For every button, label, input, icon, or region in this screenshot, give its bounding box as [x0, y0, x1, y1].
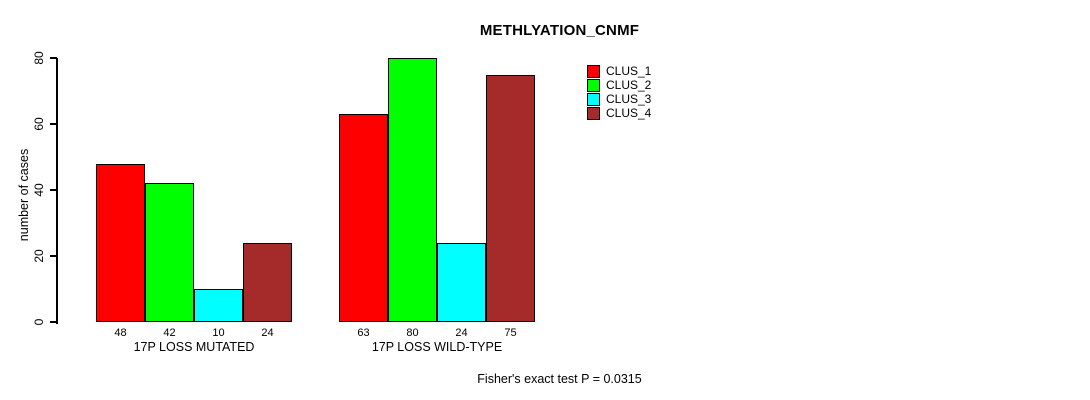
- group-label: 17P LOSS MUTATED: [133, 340, 255, 354]
- legend-swatch-clus2: [587, 78, 600, 92]
- legend-swatch-clus4: [587, 106, 600, 120]
- legend-item-clus2: CLUS_2: [587, 78, 652, 92]
- legend-label-clus2: CLUS_2: [606, 78, 652, 92]
- group-label: 17P LOSS WILD-TYPE: [371, 340, 503, 354]
- bar-group2-clus_3: [437, 242, 486, 322]
- stat-test-annotation: Fisher's exact test P = 0.0315: [477, 372, 642, 386]
- legend-swatch-clus3: [587, 92, 600, 106]
- bar-group2-clus_2: [388, 58, 437, 322]
- bar-value-label: 80: [406, 327, 419, 339]
- y-axis-tick: [50, 57, 57, 59]
- y-axis-tick: [50, 123, 57, 125]
- bar-group2-clus_1: [339, 114, 388, 322]
- legend-label-clus4: CLUS_4: [606, 106, 652, 120]
- legend-label-clus1: CLUS_1: [606, 64, 652, 78]
- y-axis-tick-label: 0: [32, 318, 46, 326]
- legend-item-clus3: CLUS_3: [587, 92, 652, 106]
- bar-group1-clus_4: [243, 242, 292, 322]
- legend-label-clus3: CLUS_3: [606, 92, 652, 106]
- y-axis-tick-label: 60: [32, 117, 46, 131]
- legend-swatch-clus1: [587, 64, 600, 78]
- y-axis-tick: [50, 189, 57, 191]
- y-axis-tick-label: 80: [32, 51, 46, 65]
- bar-group1-clus_3: [194, 289, 243, 322]
- y-axis-tick-label: 20: [32, 249, 46, 263]
- bar-value-label: 48: [114, 327, 127, 339]
- legend-item-clus1: CLUS_1: [587, 64, 652, 78]
- chart-title: METHLYATION_CNMF: [479, 22, 640, 39]
- y-axis-tick: [50, 255, 57, 257]
- bar-group2-clus_4: [486, 74, 535, 322]
- y-axis-label: number of cases: [17, 148, 31, 242]
- bar-value-label: 63: [357, 327, 370, 339]
- bar-value-label: 75: [504, 327, 517, 339]
- bar-group1-clus_2: [145, 183, 194, 322]
- y-axis-tick-label: 40: [32, 183, 46, 197]
- bar-value-label: 24: [455, 327, 468, 339]
- y-axis-tick: [50, 321, 57, 323]
- bar-group1-clus_1: [96, 163, 145, 322]
- legend: CLUS_1 CLUS_2 CLUS_3 CLUS_4: [587, 64, 652, 120]
- bar-value-label: 24: [261, 327, 274, 339]
- bar-value-label: 10: [212, 327, 225, 339]
- bar-value-label: 42: [163, 327, 176, 339]
- legend-item-clus4: CLUS_4: [587, 106, 652, 120]
